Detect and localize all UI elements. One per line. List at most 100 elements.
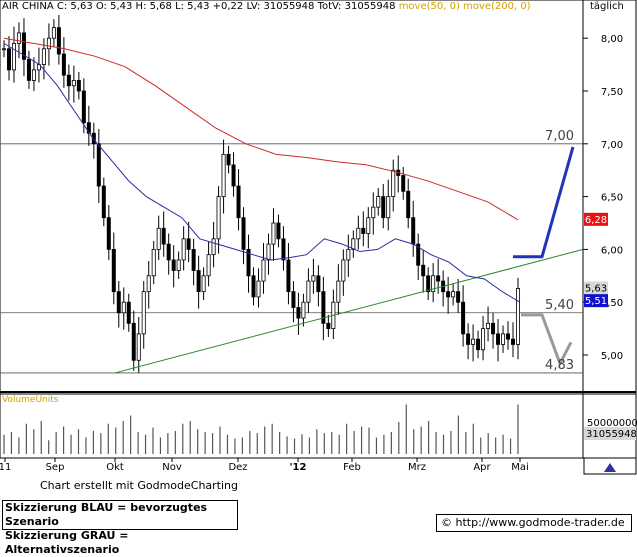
candle-body bbox=[56, 27, 61, 55]
candle-body bbox=[466, 333, 471, 345]
candle-body bbox=[361, 227, 366, 234]
candle-body bbox=[11, 43, 16, 71]
price-panel-frame bbox=[0, 0, 637, 395]
candle-body bbox=[196, 270, 201, 293]
candle-body bbox=[511, 338, 516, 345]
candle-body bbox=[26, 58, 31, 81]
level-label: 5,40 bbox=[545, 298, 574, 313]
legend-grey: Skizzierung GRAU = Alternativszenario bbox=[5, 529, 129, 556]
scenario-grey-path bbox=[521, 313, 573, 368]
ma50-line bbox=[3, 43, 521, 303]
x-tick-label: Nov bbox=[162, 462, 182, 473]
x-tick-label: Okt bbox=[106, 462, 124, 473]
candle-body bbox=[421, 264, 426, 277]
candle-body bbox=[171, 259, 176, 271]
x-tick-label: Mai bbox=[511, 462, 529, 473]
candle-body bbox=[296, 307, 301, 319]
source-url[interactable]: © http://www.godmode-trader.de bbox=[436, 514, 632, 532]
period-label: täglich bbox=[590, 1, 624, 12]
x-tick-label: Apr bbox=[473, 462, 491, 473]
chart-credit: Chart erstellt mit GodmodeCharting bbox=[40, 479, 238, 492]
y-tick-label: 5,50 bbox=[601, 298, 623, 309]
candle-body bbox=[176, 259, 181, 271]
level-label: 4,83 bbox=[545, 358, 574, 373]
candle-body bbox=[161, 227, 166, 245]
volume-badge bbox=[584, 427, 636, 440]
price-badge-label: 5,51 bbox=[585, 296, 607, 307]
candle-body bbox=[281, 238, 286, 261]
price-badge-label: 6,28 bbox=[585, 215, 607, 226]
candle-body bbox=[21, 32, 26, 60]
candle-body bbox=[346, 248, 351, 261]
candle-body bbox=[86, 122, 91, 134]
candle-body bbox=[101, 185, 106, 219]
candle-body bbox=[121, 301, 126, 314]
candle-body bbox=[131, 322, 136, 361]
candle-body bbox=[256, 280, 261, 298]
candle-body bbox=[211, 238, 216, 256]
candle-body bbox=[451, 291, 456, 298]
support-trendline bbox=[114, 248, 584, 374]
candle-body bbox=[416, 243, 421, 266]
candle-body bbox=[496, 333, 501, 345]
x-tick-label: Mrz bbox=[408, 462, 426, 473]
candle-body bbox=[201, 275, 206, 293]
candle-body bbox=[6, 48, 11, 71]
ma200-line bbox=[3, 37, 519, 221]
candle-body bbox=[406, 190, 411, 219]
candle-body bbox=[81, 90, 86, 124]
candle-body bbox=[301, 301, 306, 319]
candle-body bbox=[336, 280, 341, 303]
scroll-up-icon[interactable] bbox=[604, 463, 616, 472]
candle-body bbox=[486, 322, 491, 330]
candle-body bbox=[506, 333, 511, 340]
volume-tick-label: 50000000 bbox=[587, 418, 637, 429]
candle-body bbox=[261, 259, 266, 282]
candle-body bbox=[436, 275, 441, 282]
candle-body bbox=[431, 275, 436, 293]
candle-body bbox=[321, 291, 326, 324]
price-badge-label: 5,63 bbox=[585, 283, 607, 294]
candle-body bbox=[231, 164, 236, 187]
candle-body bbox=[516, 288, 521, 345]
candle-body bbox=[471, 338, 476, 345]
candle-body bbox=[501, 333, 506, 345]
legend-blue: Skizzierung BLAU = bevorzugtes Szenario bbox=[5, 501, 208, 528]
candle-body bbox=[151, 248, 156, 277]
y-tick-label: 5,00 bbox=[601, 351, 623, 362]
volume-panel-frame bbox=[0, 393, 637, 459]
candle-body bbox=[401, 175, 406, 192]
candle-body bbox=[2, 48, 7, 51]
candle-body bbox=[241, 217, 246, 250]
price-badge bbox=[584, 294, 608, 308]
candle-body bbox=[476, 338, 481, 351]
candle-body bbox=[246, 248, 251, 277]
candle-body bbox=[461, 301, 466, 335]
y-tick-label: 6,50 bbox=[601, 193, 623, 204]
candle-body bbox=[316, 275, 321, 293]
ma-label: move(50, 0) move(200, 0) bbox=[398, 1, 531, 12]
candle-body bbox=[166, 243, 171, 261]
candle-body bbox=[251, 275, 256, 298]
candle-body bbox=[41, 48, 46, 65]
symbol-label: AIR CHINA bbox=[2, 1, 54, 12]
candle-body bbox=[371, 206, 376, 219]
y-tick-label: 6,00 bbox=[601, 245, 623, 256]
candle-body bbox=[491, 322, 496, 335]
price-badge bbox=[584, 212, 608, 226]
candle-body bbox=[66, 74, 71, 87]
y-tick-label: 7,50 bbox=[601, 87, 623, 98]
candle-body bbox=[391, 169, 396, 197]
candle-body bbox=[266, 243, 271, 261]
candle-body bbox=[311, 275, 316, 282]
candle-body bbox=[326, 322, 331, 330]
candle-body bbox=[186, 238, 191, 250]
x-tick-label: '12 bbox=[290, 462, 307, 473]
candle-body bbox=[71, 80, 76, 87]
candle-body bbox=[376, 196, 381, 208]
candle-body bbox=[106, 217, 111, 250]
price-badge bbox=[584, 281, 608, 295]
candle-body bbox=[191, 248, 196, 271]
volume-label: VolumeUnits bbox=[2, 395, 59, 405]
